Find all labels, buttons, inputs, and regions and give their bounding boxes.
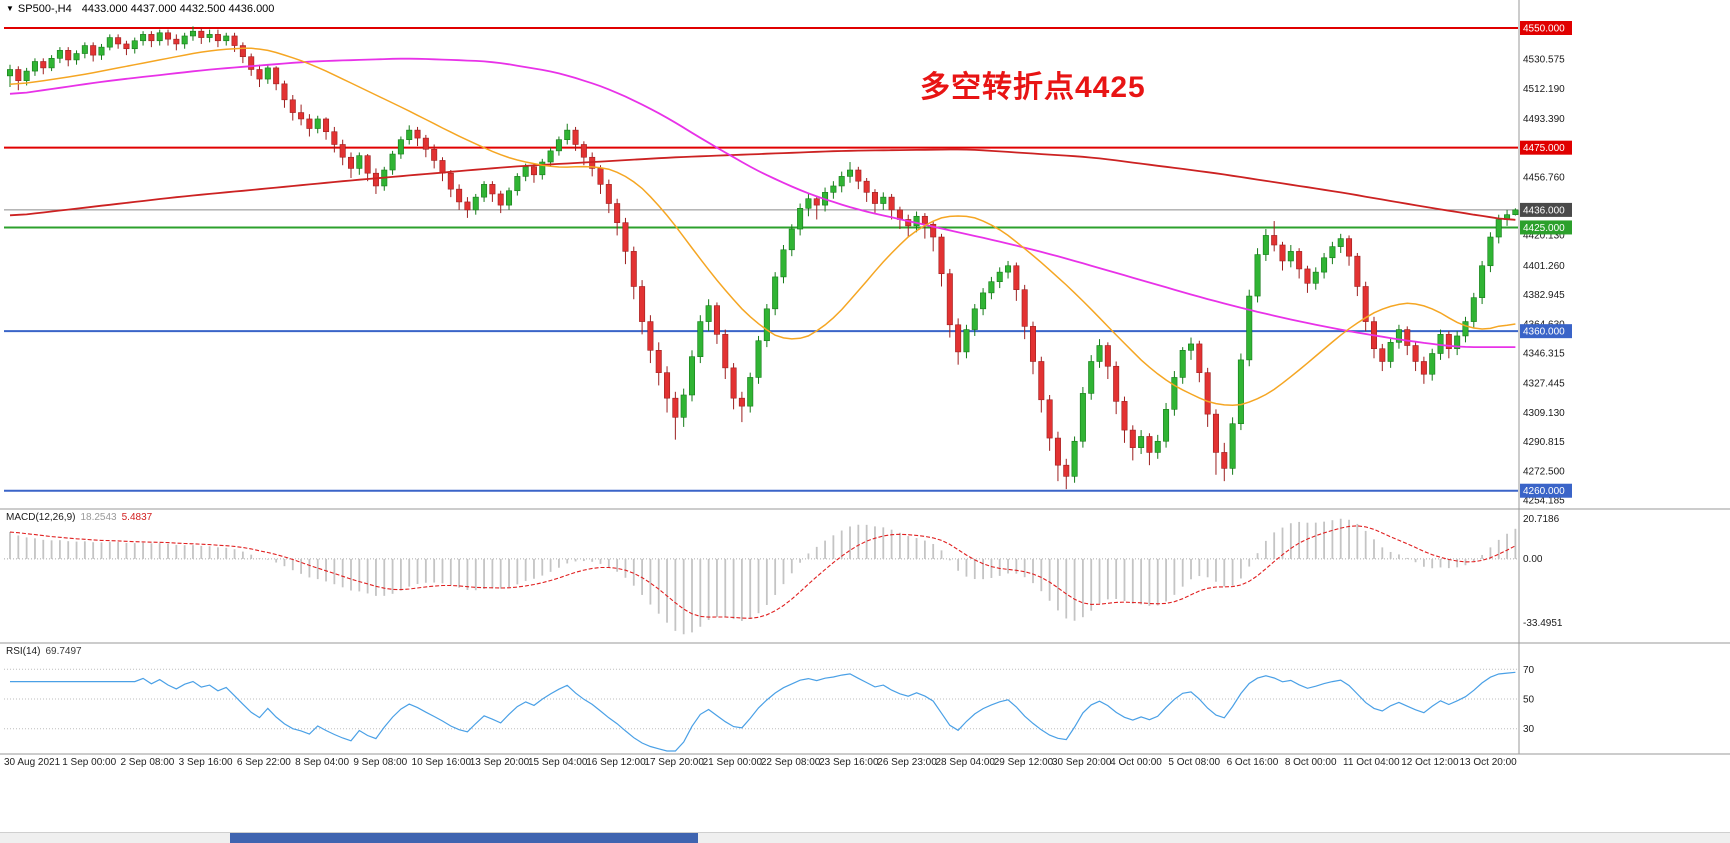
price-badge-label: 4436.000 [1523, 205, 1565, 216]
price-badge-label: 4425.000 [1523, 223, 1565, 234]
time-axis-label: 5 Oct 08:00 [1168, 757, 1220, 768]
time-axis-label: 21 Sep 00:00 [703, 757, 763, 768]
time-axis-label: 6 Sep 22:00 [237, 757, 291, 768]
rsi-name: RSI(14) [6, 646, 41, 657]
candles-layer [7, 26, 1519, 490]
time-axis-label: 4 Oct 00:00 [1110, 757, 1162, 768]
price-badge [1520, 140, 1572, 155]
ma-slow-red-line [9, 148, 1516, 221]
price-tick-label: 4309.130 [1523, 408, 1565, 419]
ma-fast-orange-line [9, 47, 1516, 406]
macd-axis-label: 20.7186 [1523, 514, 1560, 525]
price-badge-label: 4475.000 [1523, 143, 1565, 154]
time-axis-label: 3 Sep 16:00 [179, 757, 233, 768]
horizontal-level-lines[interactable] [4, 27, 1518, 492]
hscroll-thumb[interactable] [230, 833, 698, 843]
macd-axis-label: 0.00 [1523, 554, 1543, 565]
moving-average-lines [9, 47, 1516, 406]
time-axis-label: 29 Sep 12:00 [994, 757, 1054, 768]
rsi-panel: 70 50 30 [4, 665, 1535, 752]
time-axis-label: 1 Sep 00:00 [62, 757, 116, 768]
horizontal-scrollbar-track[interactable] [0, 832, 1730, 843]
time-axis-label: 10 Sep 16:00 [412, 757, 472, 768]
chart-header: ▼ SP500-,H4 4433.000 4437.000 4432.500 443… [6, 3, 274, 15]
price-badge [1520, 202, 1572, 217]
macd-panel: 20.7186 0.00 -33.4951 [4, 514, 1563, 635]
price-badge [1520, 21, 1572, 35]
panel-separators [0, 0, 1730, 755]
rsi-indicator-label: RSI(14) 69.7497 [6, 646, 82, 657]
macd-indicator-label: MACD(12,26,9) 18.2543 5.4837 [6, 512, 152, 523]
macd-axis-label: -33.4951 [1523, 618, 1563, 629]
price-tick-label: 4530.575 [1523, 54, 1565, 65]
price-tick-label: 4346.315 [1523, 348, 1565, 359]
time-axis-label: 8 Oct 00:00 [1285, 757, 1337, 768]
macd-signal-line [9, 525, 1516, 619]
price-axis: 4530.575 4512.190 4493.390 4456.760 4420.130… [1520, 21, 1572, 506]
price-tick-label: 4420.130 [1523, 231, 1565, 242]
price-tick-label: 4456.760 [1523, 172, 1565, 183]
time-axis-label: 9 Sep 08:00 [353, 757, 407, 768]
ma-mid-magenta-line [9, 57, 1516, 348]
time-axis-label: 30 Aug 2021 [4, 757, 61, 768]
price-badge [1520, 220, 1572, 235]
time-axis-label: 28 Sep 04:00 [936, 757, 996, 768]
rsi-line [10, 671, 1516, 752]
time-axis-label: 8 Sep 04:00 [295, 757, 349, 768]
time-axis-label: 23 Sep 16:00 [819, 757, 879, 768]
price-tick-label: 4254.185 [1523, 495, 1565, 506]
time-axis-label: 13 Sep 20:00 [470, 757, 530, 768]
rsi-level-label: 50 [1523, 695, 1535, 706]
price-badge-label: 4360.000 [1523, 327, 1565, 338]
time-axis-label: 12 Oct 12:00 [1401, 757, 1459, 768]
time-axis-label: 30 Sep 20:00 [1052, 757, 1112, 768]
rsi-value: 69.7497 [45, 646, 82, 657]
price-badge-label: 4260.000 [1523, 486, 1565, 497]
time-axis-label: 16 Sep 12:00 [586, 757, 646, 768]
time-axis-label: 17 Sep 20:00 [644, 757, 704, 768]
time-axis-label: 6 Oct 16:00 [1227, 757, 1279, 768]
price-tick-label: 4382.945 [1523, 290, 1565, 301]
time-axis-label: 11 Oct 04:00 [1343, 757, 1400, 768]
price-badge-label: 4550.000 [1523, 24, 1565, 35]
time-axis-label: 2 Sep 08:00 [120, 757, 174, 768]
time-axis-label: 22 Sep 08:00 [761, 757, 821, 768]
time-axis: 30 Aug 2021 1 Sep 00:00 2 Sep 08:00 3 Sep 1… [4, 757, 1517, 768]
price-tick-label: 4290.815 [1523, 437, 1565, 448]
symbol-timeframe-label: SP500-,H4 [17, 3, 72, 15]
price-tick-label: 4327.445 [1523, 379, 1565, 390]
symbol-dropdown-icon[interactable]: ▼ [6, 4, 14, 13]
price-tick-label: 4401.260 [1523, 261, 1565, 272]
price-tick-label: 4512.190 [1523, 84, 1565, 95]
price-tick-label: 4493.390 [1523, 114, 1565, 125]
price-badge [1520, 483, 1572, 498]
macd-name: MACD(12,26,9) [6, 512, 76, 523]
annotation-text[interactable]: 多空转折点4425 [920, 71, 1146, 104]
time-axis-label: 26 Sep 23:00 [877, 757, 937, 768]
macd-signal-value: 5.4837 [121, 512, 153, 523]
rsi-level-label: 70 [1523, 665, 1535, 676]
time-axis-label: 13 Oct 20:00 [1459, 757, 1517, 768]
time-axis-label: 15 Sep 04:00 [528, 757, 588, 768]
ohlc-values: 4433.000 4437.000 4432.500 4436.000 [81, 3, 275, 15]
macd-main-value: 18.2543 [80, 512, 117, 523]
rsi-level-label: 30 [1523, 724, 1535, 735]
price-tick-label: 4272.500 [1523, 466, 1565, 477]
price-badge [1520, 324, 1572, 339]
